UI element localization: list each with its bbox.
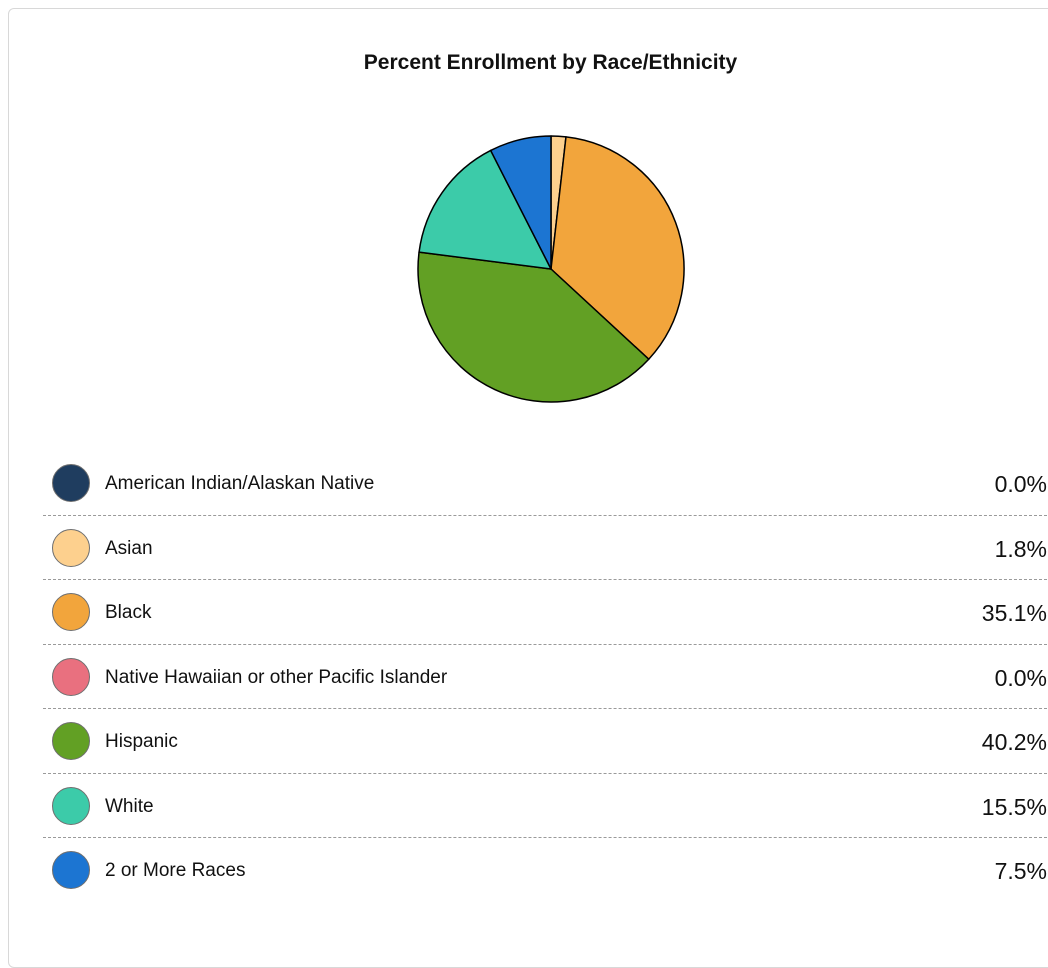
chart-title: Percent Enrollment by Race/Ethnicity xyxy=(363,51,738,74)
legend-label: Hispanic xyxy=(105,731,178,752)
legend-row: Asian 1.8% xyxy=(43,516,1047,580)
legend-value: 7.5% xyxy=(994,858,1047,884)
legend-value: 40.2% xyxy=(981,729,1047,755)
legend-label: Asian xyxy=(105,537,153,559)
legend-value: 35.1% xyxy=(981,600,1047,626)
legend-label: Black xyxy=(105,602,152,623)
legend-swatch xyxy=(52,851,90,889)
pie-slice-hispanic xyxy=(417,251,650,403)
legend-row: Black 35.1% xyxy=(43,580,1047,645)
legend-row: Hispanic 40.2% xyxy=(43,709,1047,774)
pie-chart-container xyxy=(409,127,693,411)
pie-slice-black xyxy=(550,136,685,360)
legend-swatch xyxy=(52,786,90,825)
legend-row: White 15.5% xyxy=(43,774,1047,838)
legend-row: American Indian/Alaskan Native 0.0% xyxy=(43,451,1047,516)
legend-label: 2 or More Races xyxy=(105,860,246,881)
legend-value: 0.0% xyxy=(994,471,1047,497)
legend-value: 15.5% xyxy=(981,793,1047,820)
legend-swatch xyxy=(52,722,90,760)
pie-slice-2-or-more-races xyxy=(489,135,552,270)
legend-value: 1.8% xyxy=(994,535,1047,562)
legend-swatch xyxy=(52,528,90,567)
legend-row: 2 or More Races 7.5% xyxy=(43,838,1047,903)
legend: American Indian/Alaskan Native 0.0% Asia… xyxy=(43,451,1047,903)
pie-chart xyxy=(417,135,685,403)
chart-card: Percent Enrollment by Race/Ethnicity Ame… xyxy=(8,8,1048,968)
legend-label: American Indian/Alaskan Native xyxy=(105,473,375,494)
legend-swatch xyxy=(52,657,90,696)
legend-swatch xyxy=(52,464,90,502)
legend-label: White xyxy=(105,795,154,817)
legend-row: Native Hawaiian or other Pacific Islande… xyxy=(43,645,1047,709)
legend-value: 0.0% xyxy=(994,664,1047,691)
legend-label: Native Hawaiian or other Pacific Islande… xyxy=(105,666,448,688)
pie-slice-white xyxy=(418,149,552,270)
legend-swatch xyxy=(52,593,90,631)
